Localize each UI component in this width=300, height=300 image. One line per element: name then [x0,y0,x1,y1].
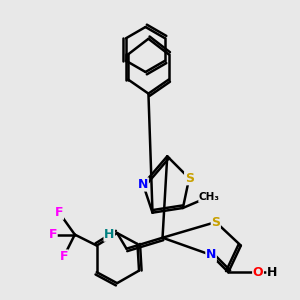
Text: N: N [206,248,216,262]
Text: S: S [185,172,194,185]
Text: S: S [211,216,220,229]
Text: F: F [49,228,57,241]
Text: N: N [138,178,148,191]
Text: H: H [267,266,277,279]
Text: CH₃: CH₃ [199,192,220,202]
Text: F: F [60,250,68,263]
Text: O: O [253,266,263,279]
Text: H: H [104,228,115,241]
Text: F: F [55,206,63,219]
